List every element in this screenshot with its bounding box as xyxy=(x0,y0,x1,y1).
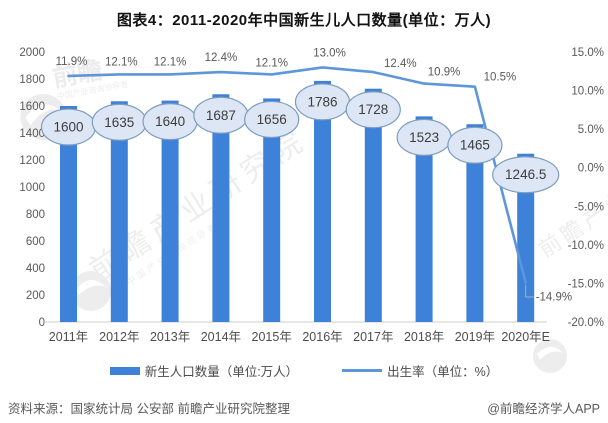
watermark-part xyxy=(533,339,567,373)
bar-value-bubble xyxy=(447,126,503,164)
x-axis-label: 2011年 xyxy=(49,330,88,344)
left-axis-tick-label: 600 xyxy=(26,236,45,248)
bar-value-label: 1687 xyxy=(206,108,236,123)
birth-rate-line xyxy=(67,66,528,285)
right-axis-tick-label: 15.0% xyxy=(571,47,604,59)
bar-2019年 xyxy=(466,124,484,322)
rate-data-label: 12.4% xyxy=(205,52,238,64)
x-axis-label: 2016年 xyxy=(302,330,342,344)
bar-2017年 xyxy=(364,88,382,322)
x-axis-label: 2013年 xyxy=(150,330,190,344)
bar-2012年 xyxy=(110,101,128,323)
right-axis-tick-label: -15.0% xyxy=(568,278,604,290)
left-axis-tick-label: 1200 xyxy=(19,155,45,167)
x-axis-label: 2017年 xyxy=(353,330,393,344)
left-axis-tick-label: 1800 xyxy=(19,74,45,86)
x-axis-label: 2018年 xyxy=(404,330,444,344)
bar-2013年 xyxy=(161,100,179,322)
bar-2016年 xyxy=(314,80,331,322)
bar-value-label: 1640 xyxy=(155,114,185,129)
credit-note: @前瞻经济学人APP xyxy=(487,402,600,416)
right-axis-tick-label: -10.0% xyxy=(568,240,604,252)
bar-value-label: 1600 xyxy=(53,120,83,135)
rate-data-label: -14.9% xyxy=(536,292,572,304)
left-axis-tick-label: 1000 xyxy=(19,182,45,194)
bar-2018年 xyxy=(415,116,433,323)
watermark-part xyxy=(71,271,111,311)
bar-2014年 xyxy=(212,94,230,322)
x-axis-label: 2019年 xyxy=(455,330,495,344)
rate-data-label: 12.1% xyxy=(255,57,288,69)
line-series-swatch-icon xyxy=(342,369,383,372)
legend-item-bars: 新生人口数量（单位:万人） xyxy=(109,361,299,380)
watermark-brand-center: 前瞻产业研究院中国产业咨询领导者 xyxy=(71,123,313,311)
bar-value-label: 1465 xyxy=(460,138,490,153)
right-axis-tick-label: -20.0% xyxy=(568,317,604,329)
watermark-part xyxy=(25,104,61,126)
bar-value-label: 1635 xyxy=(104,115,134,130)
rate-data-label: 11.9% xyxy=(56,56,88,68)
bar-value-label: 1656 xyxy=(257,112,287,127)
bar-value-bubble xyxy=(492,156,560,194)
x-axis-label: 2012年 xyxy=(99,330,139,344)
watermark-part xyxy=(76,279,106,295)
bar-value-bubble xyxy=(345,91,401,129)
rate-data-label: 12.1% xyxy=(154,56,187,68)
legend-line-label: 出生率（单位：%） xyxy=(387,365,499,379)
x-axis-label: 2014年 xyxy=(201,330,241,344)
left-axis-tick-label: 200 xyxy=(26,290,45,302)
bar-2015年 xyxy=(263,98,281,322)
left-axis-tick-label: 800 xyxy=(26,209,45,221)
source-note: 资料来源：国家统计局 公安部 前瞻产业研究院整理 xyxy=(8,402,290,416)
rate-data-label: 12.4% xyxy=(384,58,417,70)
bar-2020年E xyxy=(517,153,535,322)
bar-2011年 xyxy=(60,106,77,322)
rate-data-label: 12.1% xyxy=(105,56,138,68)
right-axis-tick-label: 10.0% xyxy=(571,86,604,98)
left-axis-tick-label: 400 xyxy=(26,263,45,275)
rate-data-label: 10.9% xyxy=(428,67,461,79)
left-axis-tick-label: 1600 xyxy=(19,101,45,113)
rate-data-label: 10.5% xyxy=(484,72,517,84)
x-axis-label: 2020年E xyxy=(501,330,550,344)
watermark-part xyxy=(537,346,563,360)
bar-series-swatch-icon xyxy=(109,366,140,375)
left-axis-tick-label: 0 xyxy=(39,317,45,329)
bar-value-label: 1786 xyxy=(307,94,337,109)
rate-data-label: 13.0% xyxy=(313,47,346,59)
footer: 资料来源：国家统计局 公安部 前瞻产业研究院整理 @前瞻经济学人APP xyxy=(0,398,608,417)
bar-value-label: 1523 xyxy=(409,130,439,145)
data-label-leader-line xyxy=(525,284,534,298)
legend-item-line: 出生率（单位：%） xyxy=(342,361,498,380)
x-axis-label: 2015年 xyxy=(252,330,292,344)
bar-value-label: 1728 xyxy=(358,102,388,117)
right-axis-tick-label: -5.0% xyxy=(574,201,604,213)
chart-title: 图表4：2011-2020年中国新生儿人口数量(单位：万人) xyxy=(116,12,492,29)
bar-value-bubble xyxy=(244,100,300,139)
legend-bar-label: 新生人口数量（单位:万人） xyxy=(144,365,299,379)
right-axis-tick-label: 0.0% xyxy=(578,163,604,175)
left-axis-tick-label: 1400 xyxy=(19,128,45,140)
chart-legend: 新生人口数量（单位:万人） 出生率（单位：%） xyxy=(0,361,608,380)
bar-value-label: 1246.5 xyxy=(505,167,546,182)
left-axis-tick-label: 2000 xyxy=(19,47,45,59)
right-axis-tick-label: 5.0% xyxy=(578,124,604,136)
